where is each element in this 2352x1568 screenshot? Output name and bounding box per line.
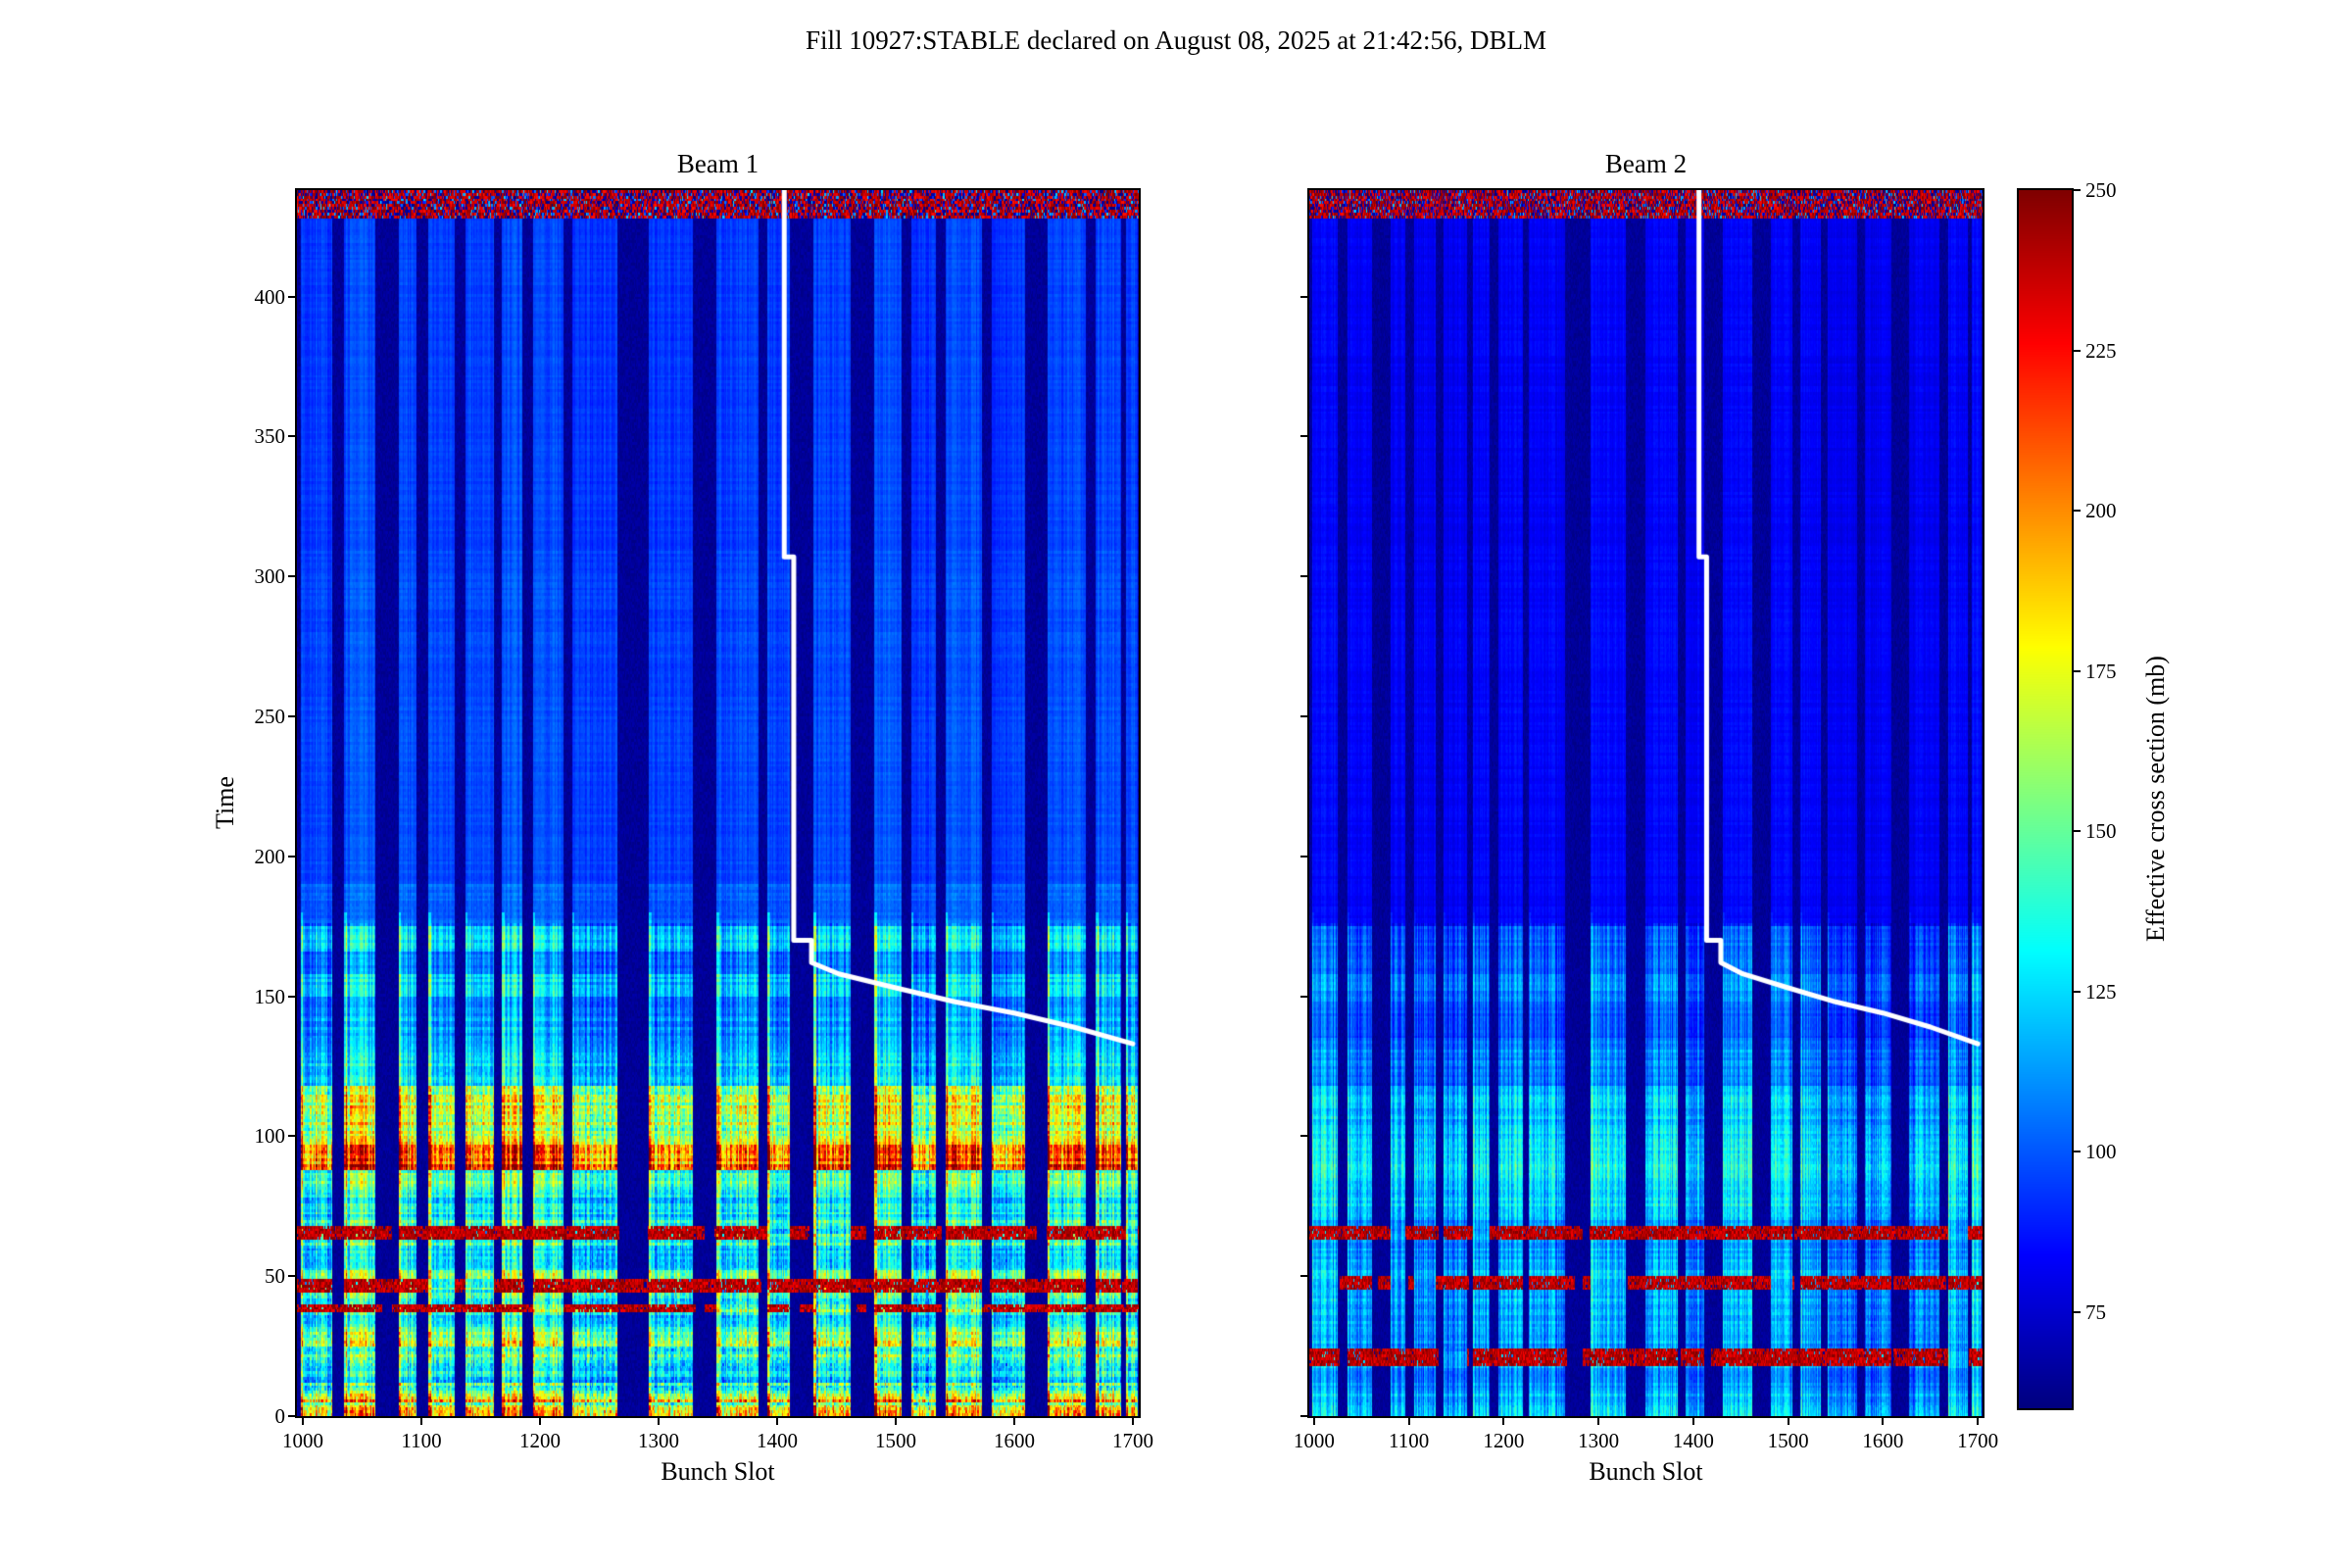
x-tick <box>1012 1416 1015 1425</box>
x-tick <box>1312 1416 1315 1425</box>
colorbar-tick <box>2072 1310 2081 1313</box>
x-tick-label: 1300 <box>1578 1429 1620 1452</box>
y-tick-label: 150 <box>254 984 286 1008</box>
colorbar-tick <box>2072 189 2081 191</box>
y-tick <box>1300 714 1309 717</box>
y-tick <box>288 575 297 578</box>
colorbar-tick <box>2072 1151 2081 1153</box>
colorbar-tick-label: 75 <box>2085 1299 2106 1324</box>
colorbar-canvas <box>2019 190 2072 1408</box>
x-tick-label: 1200 <box>519 1429 562 1452</box>
x-tick-label: 1700 <box>1111 1429 1153 1452</box>
x-tick <box>1882 1416 1885 1425</box>
beam1-x-axis-label: Bunch Slot <box>661 1457 775 1486</box>
colorbar-tick-label: 250 <box>2085 178 2117 202</box>
y-tick-label: 100 <box>254 1124 286 1149</box>
x-tick <box>1787 1416 1789 1425</box>
colorbar-tick <box>2072 669 2081 672</box>
y-tick <box>1300 1415 1309 1417</box>
x-tick <box>1407 1416 1410 1425</box>
y-tick <box>288 435 297 438</box>
y-tick-label: 50 <box>265 1264 285 1289</box>
y-tick <box>1300 995 1309 998</box>
colorbar-tick-label: 125 <box>2085 979 2117 1004</box>
x-tick-label: 1500 <box>1767 1429 1809 1452</box>
beam1-heatmap <box>295 188 1141 1418</box>
y-tick <box>288 995 297 998</box>
y-tick <box>288 714 297 717</box>
y-tick <box>288 855 297 858</box>
y-tick <box>1300 1135 1309 1138</box>
beam2-x-axis-label: Bunch Slot <box>1589 1457 1703 1486</box>
y-tick <box>1300 855 1309 858</box>
x-tick-label: 1600 <box>1862 1429 1904 1452</box>
x-tick-label: 1000 <box>282 1429 324 1452</box>
x-tick-label: 1100 <box>1388 1429 1430 1452</box>
figure-title: Fill 10927:STABLE declared on August 08,… <box>805 25 1547 55</box>
x-tick-label: 1400 <box>1672 1429 1714 1452</box>
x-tick-label: 1700 <box>1957 1429 1999 1452</box>
beam2-title: Beam 2 <box>1604 149 1688 178</box>
colorbar-tick <box>2072 510 2081 513</box>
x-tick <box>1977 1416 1980 1425</box>
x-tick <box>775 1416 778 1425</box>
beam1-canvas <box>297 190 1139 1416</box>
y-tick <box>288 1415 297 1417</box>
y-tick-label: 400 <box>254 284 286 309</box>
y-tick-label: 350 <box>254 424 286 449</box>
x-tick <box>539 1416 542 1425</box>
y-tick-label: 300 <box>254 564 286 589</box>
y-tick-label: 200 <box>254 844 286 868</box>
x-tick <box>420 1416 423 1425</box>
colorbar-tick-label: 225 <box>2085 338 2117 363</box>
x-tick <box>1597 1416 1600 1425</box>
x-tick <box>658 1416 660 1425</box>
colorbar-tick-label: 100 <box>2085 1140 2117 1164</box>
y-tick <box>1300 1275 1309 1278</box>
x-tick <box>302 1416 305 1425</box>
colorbar-tick-label: 200 <box>2085 499 2117 523</box>
colorbar <box>2017 188 2074 1410</box>
x-tick <box>1131 1416 1134 1425</box>
beam2-canvas <box>1309 190 1983 1416</box>
colorbar-tick <box>2072 990 2081 993</box>
colorbar-label: Effective cross section (mb) <box>2141 656 2170 942</box>
y-tick <box>1300 435 1309 438</box>
x-tick-label: 1300 <box>638 1429 679 1452</box>
beam1-title: Beam 1 <box>676 149 760 178</box>
y-tick <box>288 295 297 298</box>
x-tick-label: 1400 <box>756 1429 798 1452</box>
colorbar-tick <box>2072 349 2081 352</box>
beam2-heatmap <box>1307 188 1984 1418</box>
colorbar-tick-label: 150 <box>2085 819 2117 844</box>
y-tick <box>288 1135 297 1138</box>
colorbar-tick <box>2072 830 2081 833</box>
x-tick-label: 1200 <box>1483 1429 1525 1452</box>
colorbar-tick-label: 175 <box>2085 659 2117 683</box>
x-tick <box>894 1416 897 1425</box>
y-tick <box>288 1275 297 1278</box>
y-axis-label: Time <box>211 776 239 829</box>
y-tick <box>1300 295 1309 298</box>
x-tick-label: 1600 <box>993 1429 1035 1452</box>
x-tick <box>1502 1416 1505 1425</box>
x-tick-label: 1000 <box>1293 1429 1335 1452</box>
y-tick-label: 250 <box>254 704 286 728</box>
y-tick-label: 0 <box>274 1404 286 1428</box>
x-tick-label: 1100 <box>401 1429 442 1452</box>
y-tick <box>1300 575 1309 578</box>
x-tick <box>1691 1416 1694 1425</box>
x-tick-label: 1500 <box>874 1429 916 1452</box>
